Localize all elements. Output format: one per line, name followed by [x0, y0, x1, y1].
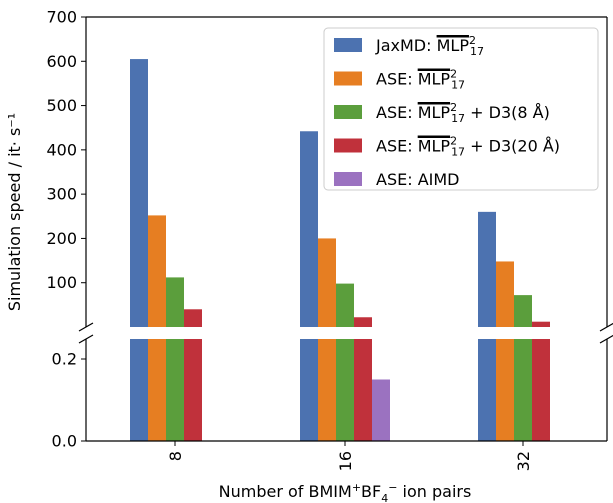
- legend-label: JaxMD: MLP2 17: [375, 34, 484, 58]
- legend-swatch: [334, 138, 362, 153]
- bar-ase-d3-8--32-lower: [514, 339, 532, 441]
- legend-label: ASE: MLP2 17: [376, 68, 465, 92]
- xlabel-sup: −: [388, 481, 397, 494]
- y-tick-label: 500: [46, 96, 77, 115]
- xlabel-text: BF: [361, 482, 381, 501]
- bar-jaxmd-16-lower: [300, 339, 318, 441]
- bar-ase-d3-8--16-lower: [336, 339, 354, 441]
- legend-prefix: ASE: AIMD: [376, 170, 459, 189]
- xlabel-text: ion pairs: [397, 482, 471, 501]
- bar-ase-d3-20--8-lower: [184, 339, 202, 441]
- legend-mlp: MLP: [418, 103, 451, 122]
- bars-layer: [130, 59, 550, 441]
- bar-ase-d3-8--8: [166, 277, 184, 327]
- legend-prefix: ASE:: [376, 70, 418, 89]
- legend-sup: 2: [450, 135, 457, 148]
- legend-swatch: [334, 172, 362, 186]
- bar-ase-8: [148, 215, 166, 327]
- legend-prefix: ASE:: [376, 137, 418, 156]
- legend-sub: 17: [451, 146, 465, 159]
- legend-suffix: + D3(8 Å): [465, 103, 550, 122]
- legend-mlp: MLP: [418, 70, 451, 89]
- bar-jaxmd-8-lower: [130, 339, 148, 441]
- y-tick-label: 100: [46, 273, 77, 292]
- legend-box: [323, 27, 599, 191]
- legend-sup: 2: [469, 34, 476, 47]
- y-tick-label: 0.0: [52, 432, 77, 451]
- legend-suffix: + D3(20 Å): [465, 137, 560, 156]
- axis-break-upper-0: [78, 322, 94, 332]
- x-tick-label: 16: [336, 451, 355, 471]
- bar-ase-d3-20--32: [532, 321, 550, 327]
- bar-ase-8-lower: [148, 339, 166, 441]
- bar-ase-d3-20--16-lower: [354, 339, 372, 441]
- bar-ase-d3-8--8-lower: [166, 339, 184, 441]
- bar-jaxmd-16: [300, 131, 318, 327]
- bar-jaxmd-32-lower: [478, 339, 496, 441]
- bar-ase-16: [318, 238, 336, 327]
- legend-mlp: MLP: [418, 137, 451, 156]
- bar-ase-32-lower: [496, 339, 514, 441]
- legend-swatch: [334, 71, 362, 86]
- legend-sub: 17: [451, 112, 465, 125]
- bar-jaxmd-8: [130, 59, 148, 327]
- x-tick-label: 32: [514, 451, 533, 471]
- legend-prefix: JaxMD:: [375, 36, 437, 55]
- legend-sub: 17: [451, 79, 465, 92]
- xlabel-sub: 4: [381, 492, 388, 503]
- bar-ase-d3-8--16: [336, 283, 354, 327]
- legend-sup: 2: [450, 68, 457, 81]
- legend-label: ASE: AIMD: [376, 170, 459, 189]
- bar-ase-d3-20--8: [184, 309, 202, 327]
- legend-swatch: [334, 38, 362, 52]
- y-tick-label: 0.2: [52, 350, 77, 369]
- y-tick-label: 400: [46, 140, 77, 159]
- legend-sub: 17: [470, 45, 484, 58]
- bar-ase-d3-20--16: [354, 317, 372, 327]
- axes-layer: 100 200 300 400 500 600 700 0.0 0.2 8 16 32: [46, 8, 613, 471]
- y-tick-label: 300: [46, 185, 77, 204]
- x-axis-label: Number of BMIM+BF4− ion pairs: [219, 481, 472, 503]
- bar-ase-d3-20--32-lower: [532, 339, 550, 441]
- bar-ase-32: [496, 261, 514, 327]
- y-axis-label: Simulation speed / it· s⁻¹: [5, 113, 24, 311]
- y-tick-label: 600: [46, 52, 77, 71]
- bar-ase-16-lower: [318, 339, 336, 441]
- axis-break-lower-0: [78, 334, 94, 344]
- x-tick-label: 8: [166, 451, 185, 461]
- legend-label: ASE: MLP2 17 + D3(20 Å): [376, 135, 560, 159]
- axis-break-lower-1: [599, 334, 613, 344]
- legend-label: ASE: MLP2 17 + D3(8 Å): [376, 101, 550, 125]
- xlabel-sup: +: [352, 481, 361, 494]
- bar-ase-d3-8--32: [514, 295, 532, 327]
- legend-prefix: ASE:: [376, 103, 418, 122]
- bar-jaxmd-32: [478, 211, 496, 327]
- y-tick-label: 700: [46, 8, 77, 27]
- legend-mlp: MLP: [437, 36, 470, 55]
- xlabel-text: Number of BMIM: [219, 482, 352, 501]
- bar-ase-aimd-16: [372, 379, 390, 441]
- y-tick-label: 200: [46, 229, 77, 248]
- axis-break-upper-1: [599, 322, 613, 332]
- legend-swatch: [334, 105, 362, 119]
- legend-sup: 2: [450, 101, 457, 114]
